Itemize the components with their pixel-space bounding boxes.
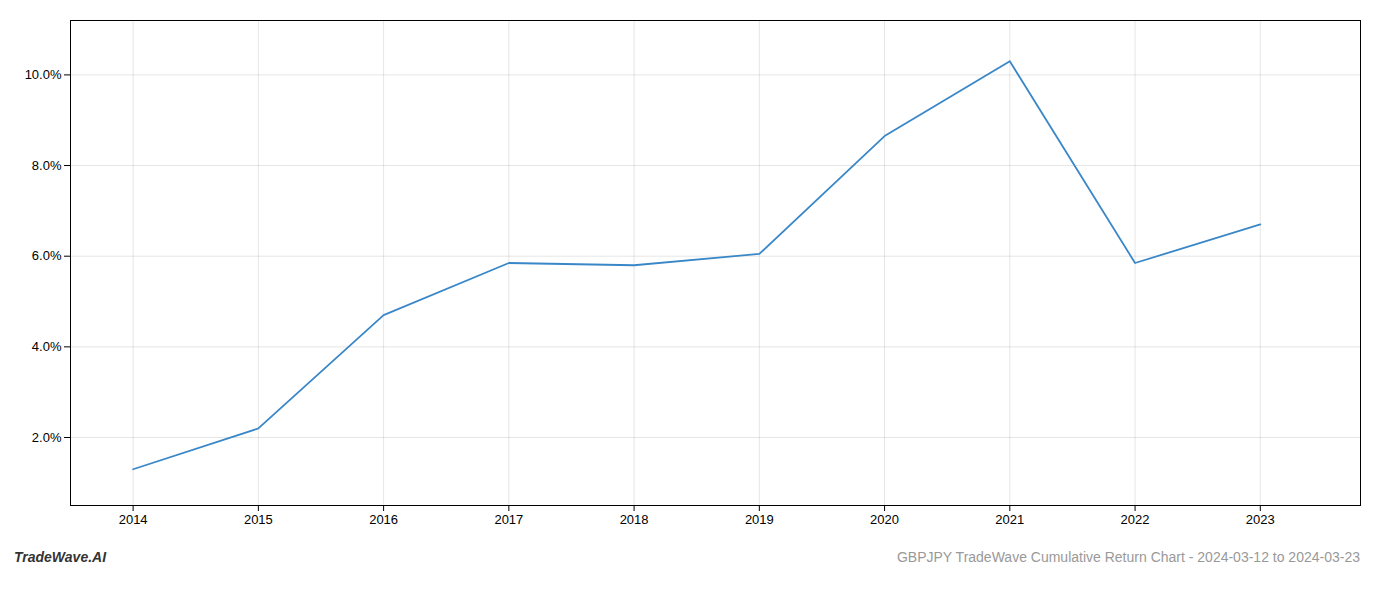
svg-text:2019: 2019 bbox=[745, 512, 774, 527]
svg-text:8.0%: 8.0% bbox=[32, 158, 62, 173]
html-text:TradeWave.AI: TradeWave.AI bbox=[14, 549, 107, 565]
svg-text:2015: 2015 bbox=[244, 512, 273, 527]
svg-text:2017: 2017 bbox=[494, 512, 523, 527]
svg-text:2023: 2023 bbox=[1246, 512, 1275, 527]
svg-text:2018: 2018 bbox=[620, 512, 649, 527]
svg-text:4.0%: 4.0% bbox=[32, 339, 62, 354]
svg-text:2.0%: 2.0% bbox=[32, 430, 62, 445]
svg-text:2020: 2020 bbox=[870, 512, 899, 527]
svg-text:6.0%: 6.0% bbox=[32, 248, 62, 263]
svg-text:2021: 2021 bbox=[995, 512, 1024, 527]
svg-text:2014: 2014 bbox=[119, 512, 148, 527]
html-text:GBPJPY TradeWave Cumulative Re: GBPJPY TradeWave Cumulative Return Chart… bbox=[897, 549, 1360, 565]
svg-text:2016: 2016 bbox=[369, 512, 398, 527]
svg-text:2022: 2022 bbox=[1121, 512, 1150, 527]
svg-text:10.0%: 10.0% bbox=[25, 67, 62, 82]
